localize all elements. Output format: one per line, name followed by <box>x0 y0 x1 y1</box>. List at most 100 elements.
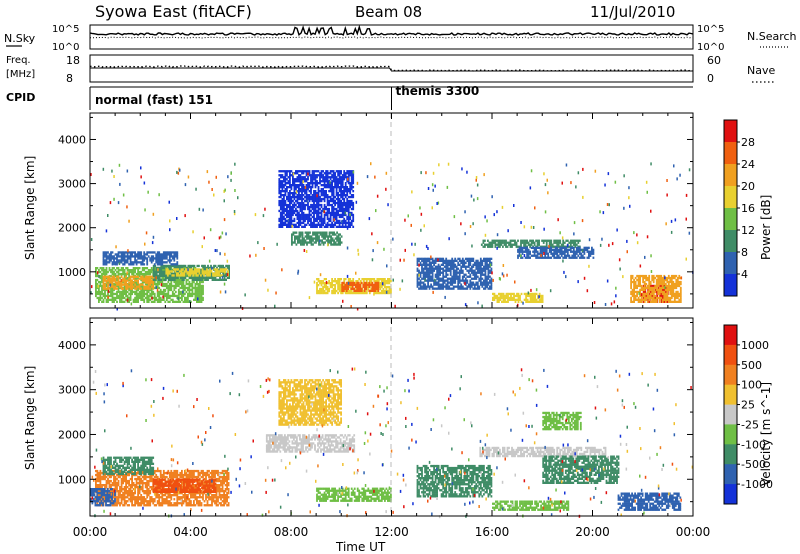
data-cell <box>310 237 313 240</box>
data-cell <box>111 269 114 272</box>
data-cell <box>539 252 542 255</box>
data-cell <box>292 192 294 195</box>
data-cell <box>298 201 300 205</box>
data-cell <box>454 257 457 260</box>
data-cell <box>101 288 103 292</box>
data-cell <box>223 266 226 270</box>
data-cell <box>654 286 657 290</box>
data-cell <box>307 184 309 187</box>
data-cell <box>350 174 353 177</box>
data-cell <box>562 256 565 259</box>
data-cell <box>347 174 350 177</box>
data-cell <box>161 253 164 256</box>
data-cell <box>488 245 491 248</box>
data-cell <box>377 278 380 281</box>
data-cell <box>322 233 325 236</box>
data-cell <box>352 213 355 217</box>
data-cell <box>172 268 175 271</box>
data-cell <box>331 231 334 234</box>
data-cell <box>128 292 130 296</box>
data-cell <box>490 261 493 264</box>
data-cell <box>281 180 284 183</box>
data-cell <box>307 186 309 189</box>
data-cell <box>125 288 127 292</box>
data-cell <box>158 278 161 281</box>
data-cell <box>147 277 150 280</box>
data-cell <box>305 186 308 189</box>
data-cell <box>448 263 451 266</box>
data-cell <box>416 263 419 266</box>
data-cell <box>673 286 676 290</box>
data-cell <box>300 233 302 236</box>
data-cell <box>434 267 437 270</box>
data-cell <box>319 243 322 246</box>
data-cell <box>126 290 129 294</box>
data-cell <box>181 280 183 284</box>
data-cell <box>538 241 540 244</box>
data-cell <box>132 267 135 270</box>
data-cell <box>322 235 325 238</box>
data-cell <box>302 172 305 175</box>
data-cell <box>167 292 170 296</box>
data-cell <box>174 284 177 288</box>
data-cell <box>141 284 144 288</box>
data-cell <box>544 254 547 257</box>
data-cell <box>279 190 282 193</box>
data-cell <box>532 300 535 303</box>
data-cell <box>470 277 473 280</box>
data-cell <box>185 296 188 300</box>
data-cell <box>301 205 303 209</box>
data-cell <box>146 261 149 264</box>
data-cell <box>332 223 335 226</box>
data-cell <box>287 209 290 213</box>
data-cell <box>125 276 127 280</box>
data-cell <box>126 251 129 254</box>
data-cell <box>161 282 164 286</box>
data-cell <box>153 300 156 303</box>
data-cell <box>295 231 298 234</box>
data-cell <box>161 261 164 264</box>
data-cell <box>575 256 578 259</box>
data-cell <box>160 264 163 268</box>
data-cell <box>161 264 164 268</box>
data-cell <box>536 256 539 259</box>
data-cell <box>490 263 493 266</box>
data-cell <box>422 275 425 278</box>
data-cell <box>357 283 360 286</box>
data-cell <box>160 268 163 271</box>
data-cell <box>213 276 215 279</box>
data-cell <box>373 278 376 281</box>
data-cell <box>489 265 491 268</box>
data-cell <box>660 284 663 288</box>
data-cell <box>484 259 487 262</box>
data-cell <box>452 279 455 282</box>
data-cell <box>296 211 299 215</box>
data-cell <box>466 275 469 278</box>
data-cell <box>311 215 314 219</box>
data-cell <box>202 290 204 294</box>
data-cell <box>221 270 223 273</box>
data-cell <box>320 190 323 193</box>
data-cell <box>287 180 290 183</box>
data-cell <box>347 201 350 205</box>
data-cell <box>140 298 143 301</box>
data-cell <box>307 233 310 236</box>
data-cell <box>194 290 197 294</box>
data-cell <box>334 215 336 219</box>
data-cell <box>222 278 224 281</box>
data-cell <box>307 203 309 207</box>
data-cell <box>202 296 204 300</box>
data-cell <box>125 251 127 254</box>
data-cell <box>486 277 488 280</box>
data-cell <box>318 231 320 234</box>
data-cell <box>654 300 657 303</box>
data-cell <box>219 264 221 268</box>
data-cell <box>344 207 347 211</box>
data-cell <box>326 213 329 217</box>
data-cell <box>425 275 428 278</box>
data-cell <box>165 292 168 296</box>
data-cell <box>119 298 121 301</box>
data-cell <box>436 277 438 280</box>
data-cell <box>159 259 162 262</box>
data-cell <box>322 219 324 223</box>
